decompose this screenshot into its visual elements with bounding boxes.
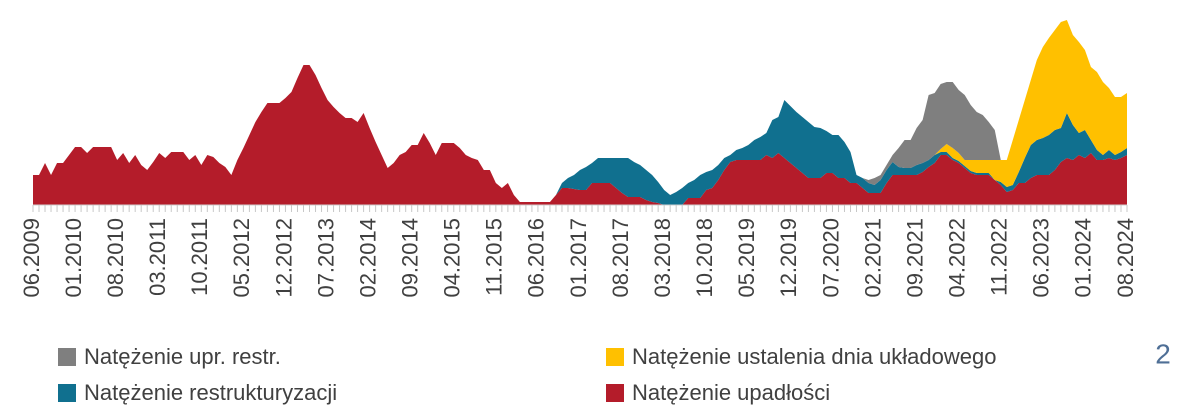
- x-tick-label: 01.2024: [1071, 218, 1096, 298]
- x-tick-label: 08.2017: [608, 218, 633, 298]
- x-tick-label: 11.2022: [987, 218, 1012, 296]
- x-tick-label: 07.2013: [313, 218, 338, 298]
- area: [33, 65, 1127, 205]
- legend-label: Natężenie upadłości: [632, 380, 830, 405]
- legend-label: Natężenie upr. restr.: [84, 344, 281, 369]
- x-tick-label: 03.2011: [145, 218, 170, 296]
- area: [33, 65, 1127, 205]
- x-tick-label: 09.2021: [902, 218, 927, 298]
- x-tick-label: 01.2010: [61, 218, 86, 298]
- x-tick-label: 01.2017: [566, 218, 591, 298]
- x-tick-label: 07.2020: [818, 218, 843, 298]
- x-tick-label: 04.2022: [945, 218, 970, 298]
- plot-area: [33, 20, 1127, 205]
- x-tick-label: 12.2019: [776, 218, 801, 298]
- x-tick-label: 06.2009: [19, 218, 44, 298]
- page-number: 2: [1155, 338, 1171, 369]
- legend-label: Natężenie restrukturyzacji: [84, 380, 337, 405]
- legend-swatch: [58, 348, 76, 366]
- x-tick-label: 10.2011: [187, 218, 212, 296]
- x-tick-label: 06.2023: [1029, 218, 1054, 298]
- x-tick-label: 02.2014: [355, 218, 380, 298]
- x-tick-label: 05.2019: [734, 218, 759, 298]
- legend-swatch: [606, 348, 624, 366]
- x-tick-label: 08.2024: [1113, 218, 1138, 298]
- x-tick-label: 08.2010: [103, 218, 128, 298]
- legend-swatch: [58, 384, 76, 402]
- x-tick-label: 06.2016: [524, 218, 549, 298]
- x-tick-label: 02.2021: [860, 218, 885, 298]
- x-tick-label: 11.2015: [482, 218, 507, 296]
- legend-swatch: [606, 384, 624, 402]
- legend-label: Natężenie ustalenia dnia układowego: [632, 344, 996, 369]
- x-tick-label: 12.2012: [271, 218, 296, 298]
- x-tick-label: 10.2018: [692, 218, 717, 298]
- x-tick-label: 03.2018: [650, 218, 675, 298]
- x-tick-label: 04.2015: [440, 218, 465, 298]
- x-tick-label: 09.2014: [398, 218, 423, 298]
- x-tick-label: 05.2012: [229, 218, 254, 298]
